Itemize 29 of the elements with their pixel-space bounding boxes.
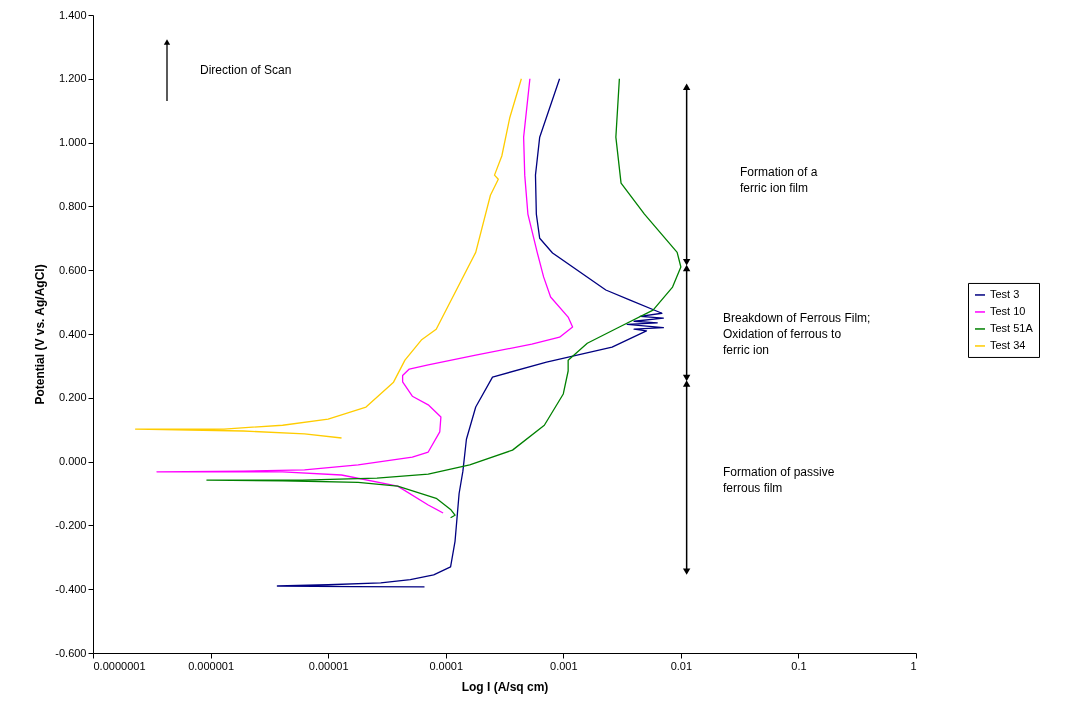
annotation: Breakdown of Ferrous Film; Oxidation of ferrous to ferric ion — [723, 311, 871, 357]
y-tick-label: 1.000 — [58, 136, 87, 149]
annotation: Formation of a ferric ion film — [740, 165, 818, 195]
y-tick-label: 0.600 — [58, 263, 87, 276]
y-tick-label: 0.800 — [58, 199, 87, 212]
legend-label: Test 34 — [990, 338, 1026, 351]
y-tick-label: 1.400 — [58, 8, 87, 21]
legend-label: Test 51A — [990, 321, 1034, 334]
y-tick-label: 0.400 — [58, 327, 87, 340]
x-axis-title: Log I (A/sq cm) — [461, 679, 549, 694]
y-tick-label: -0.600 — [55, 646, 87, 659]
x-tick-label: 0.0000001 — [93, 659, 146, 672]
x-tick-label: 0.1 — [791, 659, 807, 672]
annotation: Formation of passive ferrous film — [723, 465, 835, 495]
x-tick-label: 0.00001 — [308, 659, 349, 672]
legend-label: Test 3 — [990, 287, 1020, 300]
x-tick-label: 0.0001 — [429, 659, 464, 672]
legend-label: Test 10 — [990, 304, 1026, 317]
y-tick-label: 0.200 — [58, 391, 87, 404]
y-tick-label: -0.200 — [55, 518, 87, 531]
x-tick-label: 1 — [910, 659, 917, 672]
x-tick-label: 0.001 — [550, 659, 578, 672]
y-tick-label: 0.000 — [58, 455, 87, 468]
x-tick-label: 0.01 — [670, 659, 693, 672]
annotation: Direction of Scan — [200, 63, 292, 77]
y-tick-label: -0.400 — [55, 582, 87, 595]
y-tick-label: 1.200 — [58, 72, 87, 85]
x-tick-label: 0.000001 — [188, 659, 235, 672]
y-axis-title: Potential (V vs. Ag/AgCl) — [33, 264, 48, 405]
